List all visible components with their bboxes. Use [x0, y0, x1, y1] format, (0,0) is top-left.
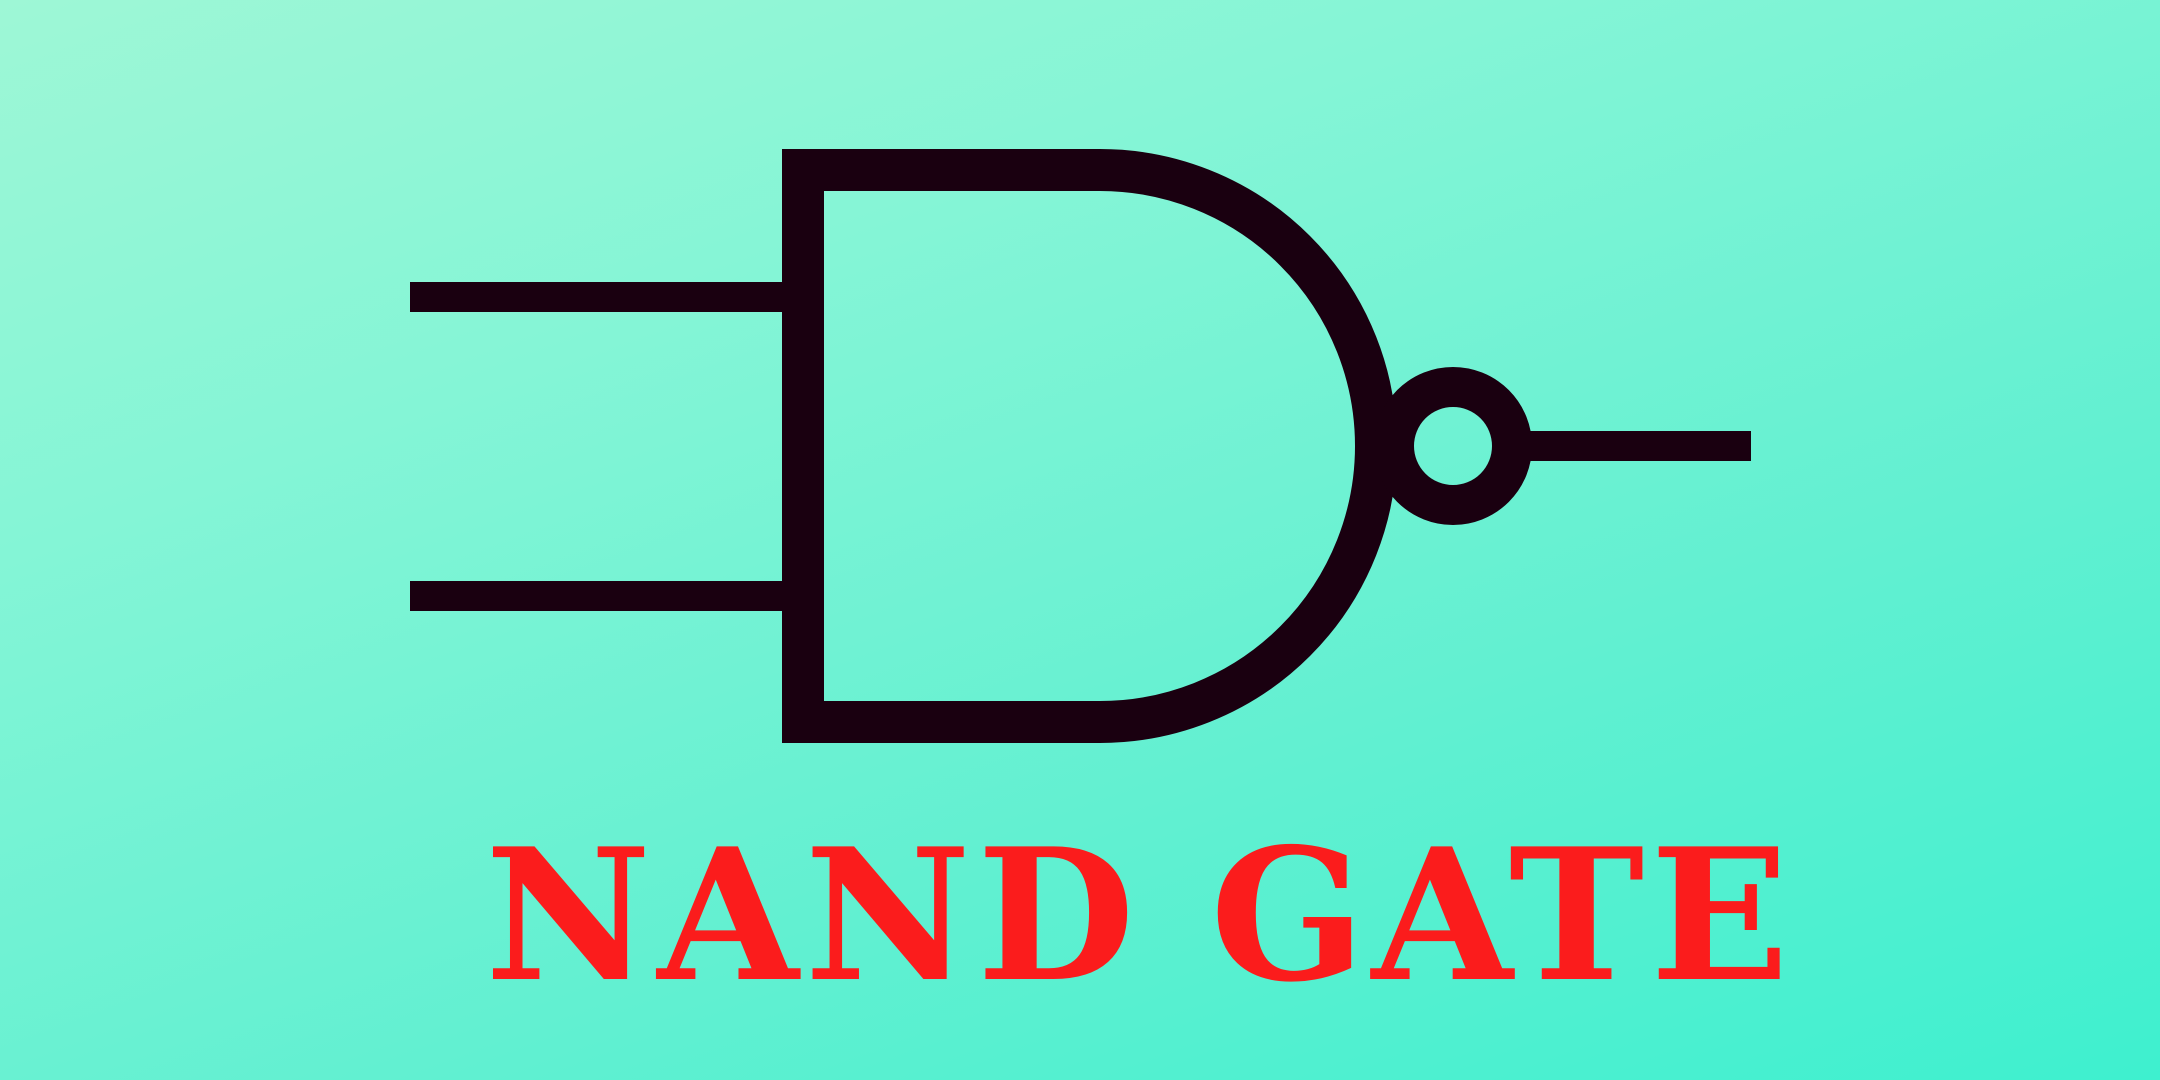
gate-title: NAND GATE: [485, 808, 1795, 1022]
inversion-bubble: [1374, 367, 1532, 525]
gate-body: [782, 149, 1397, 743]
